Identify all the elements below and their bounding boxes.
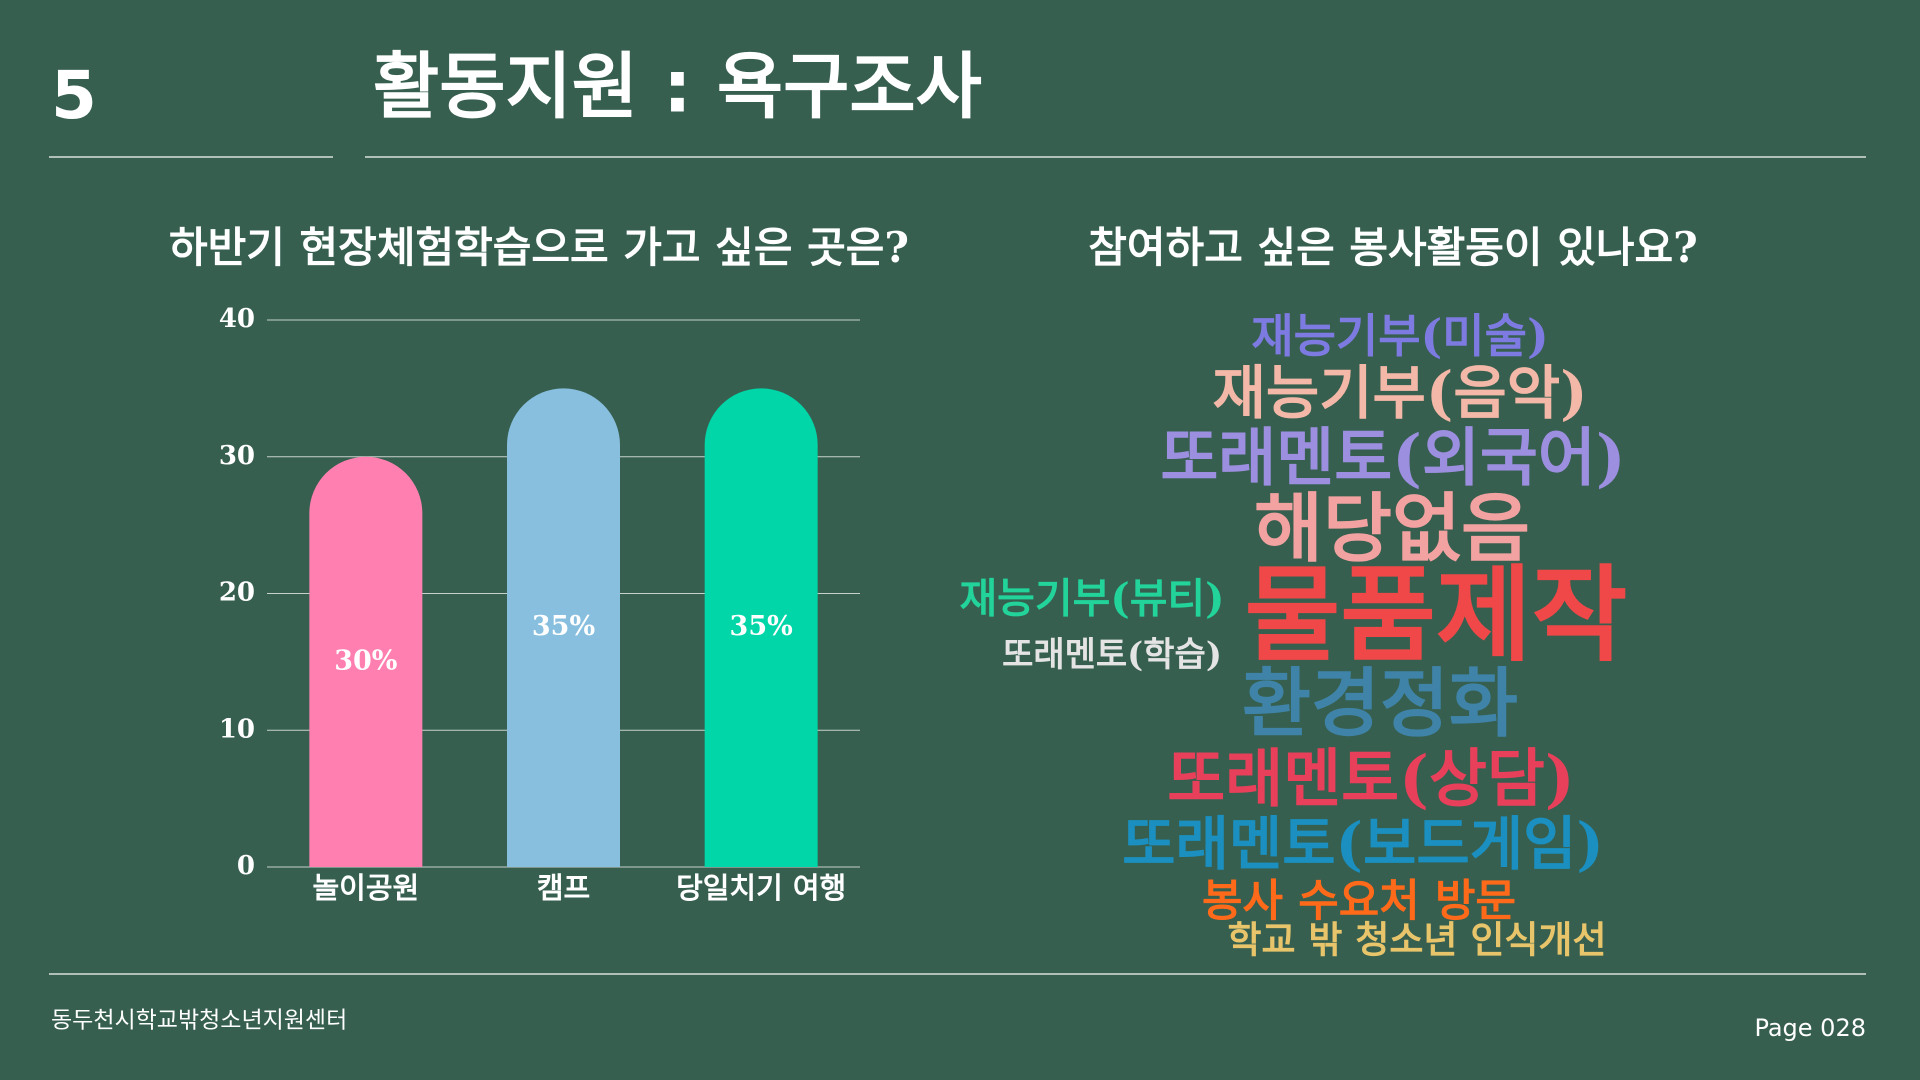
word: 재능기부(뷰티) xyxy=(959,575,1224,623)
x-tick-label: 놀이공원 xyxy=(312,871,419,905)
word: 학교 밖 청소년 인식개선 xyxy=(1227,918,1606,962)
word: 물품제작 xyxy=(1245,553,1628,676)
chart-title: 하반기 현장체험학습으로 가고 싶은 곳은? xyxy=(169,223,909,272)
word: 해당없음 xyxy=(1254,485,1530,573)
y-tick-label: 0 xyxy=(237,851,255,881)
word: 또래멘토(상담) xyxy=(1167,742,1574,816)
x-tick-label: 캠프 xyxy=(537,871,590,905)
value-label: 35% xyxy=(730,611,793,642)
y-tick-label: 20 xyxy=(219,578,255,608)
word: 봉사 수요처 방문 xyxy=(1202,876,1516,927)
value-label: 30% xyxy=(334,645,397,676)
value-label: 35% xyxy=(532,611,595,642)
word: 재능기부(미술) xyxy=(1251,309,1548,363)
bar xyxy=(309,456,423,867)
word: 재능기부(음악) xyxy=(1212,359,1587,427)
word: 또래멘토(외국어) xyxy=(1160,421,1625,495)
section-number: 5 xyxy=(51,57,97,134)
page-number: Page 028 xyxy=(1754,1014,1866,1042)
y-tick-label: 40 xyxy=(219,304,255,334)
bar xyxy=(704,388,818,867)
slide-title: 활동지원 : 욕구조사 xyxy=(373,45,982,129)
y-tick-label: 30 xyxy=(219,441,255,471)
word-cloud-title: 참여하고 싶은 봉사활동이 있나요? xyxy=(1088,223,1697,272)
bar xyxy=(507,388,620,867)
y-tick-label: 10 xyxy=(219,714,255,744)
x-tick-label: 당일치기 여행 xyxy=(676,871,846,905)
footer-organization: 동두천시학교밖청소년지원센터 xyxy=(51,1008,347,1034)
word: 또래멘토(학습) xyxy=(1002,635,1222,675)
word: 또래멘토(보드게임) xyxy=(1122,810,1604,878)
word: 환경정화 xyxy=(1242,660,1518,748)
